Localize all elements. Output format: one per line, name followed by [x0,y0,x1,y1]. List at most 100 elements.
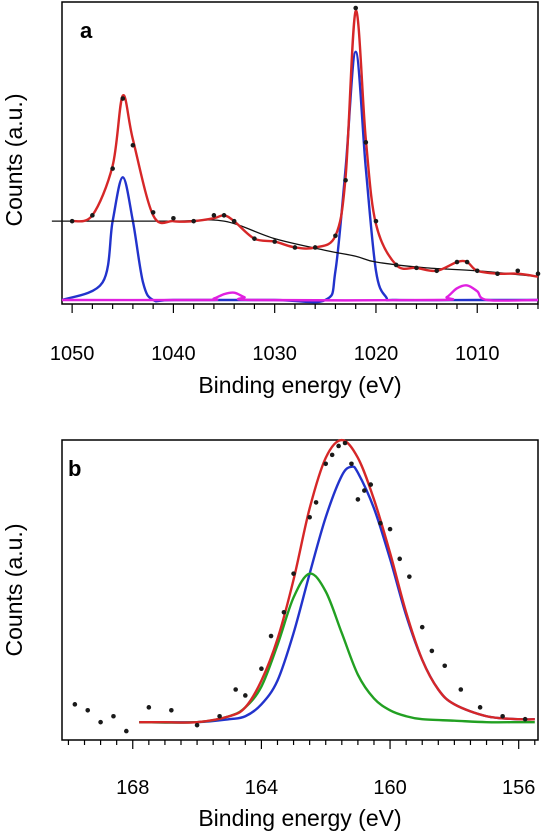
data-point [342,440,348,446]
series-line [61,50,538,304]
y-axis-label-a: Counts (a.u.) [1,94,27,227]
data-point [124,728,129,734]
data-point [458,687,464,692]
series-line [139,438,535,724]
x-tick-label: 1020 [354,343,399,365]
data-point [495,271,500,277]
series-group-b [72,438,535,734]
series-line [139,572,535,724]
data-point [387,526,393,532]
data-point [535,271,541,277]
x-tick-label: 160 [373,777,406,799]
x-axis-label-a: Binding energy (eV) [198,372,401,398]
x-tick-label: 1050 [50,343,95,365]
data-point [281,609,287,615]
series-a-3-component-peak [61,50,538,304]
data-point [464,259,470,265]
series-b-3-component-peak [139,572,535,724]
x-tick-label: 1010 [455,343,500,365]
data-point [221,213,227,218]
data-point [130,142,136,148]
data-point [252,236,257,241]
data-point [368,482,374,487]
data-point [373,218,379,224]
data-point [522,716,528,722]
data-point [307,514,312,520]
panel-label-a: a [80,18,93,43]
data-point [243,693,248,698]
plot-frame-b [61,439,539,741]
x-tick-label: 168 [116,777,149,799]
series-a-1-envelope-fit [71,9,539,278]
data-point [146,705,152,710]
x-axis-label-b: Binding energy (eV) [198,805,401,831]
data-point [474,268,480,274]
x-tick-label: 1030 [252,343,297,365]
x-tick-label: 1040 [151,343,196,365]
data-point [477,705,483,710]
series-b-2-component-peak [139,465,535,724]
data-point [515,268,521,274]
data-point [434,268,440,274]
data-point [419,624,425,630]
data-point [313,500,319,505]
y-axis-label-b: Counts (a.u.) [1,524,27,657]
x-tick-label: 156 [502,777,535,799]
x-ticks-a: 1050 1040 1030 1020 1010 [50,304,539,365]
data-point [291,571,296,576]
data-point [353,5,359,11]
data-point [336,443,341,449]
x-ticks-b: 168 164 160 156 [67,740,535,799]
series-line [71,9,539,278]
series-a-0-measured-data [69,5,541,277]
panel-label-b: b [68,456,81,481]
data-point [211,213,217,218]
x-tick-label: 164 [245,777,278,799]
data-point [333,233,338,239]
data-point [169,708,174,713]
data-point [429,648,435,654]
data-point [407,574,412,579]
data-point [231,218,237,224]
series-a-4-satellite-component [61,284,539,302]
data-point [171,215,176,221]
data-point [272,239,277,244]
data-point [323,461,329,467]
data-point [110,166,115,171]
data-point [72,702,78,707]
series-line [139,465,535,724]
data-point [343,177,348,183]
data-point [150,210,156,215]
series-group-a [51,5,541,304]
data-point [378,520,383,526]
data-point [120,96,126,101]
data-point [355,497,361,502]
data-point [98,719,103,725]
data-point [191,218,196,224]
plot-frame-a [61,1,539,305]
data-point [111,713,116,719]
xps-chart-a: 1050 1040 1030 1020 1010 a Binding energy (e… [1,1,541,398]
data-point [268,633,274,639]
data-point [362,488,367,493]
series-b-1-envelope-fit [139,438,535,724]
data-point [442,663,448,669]
data-point [329,452,335,458]
data-point [233,687,238,692]
data-point [90,213,95,218]
data-point [500,713,505,719]
data-point [454,259,460,265]
data-point [85,708,91,713]
series-line [61,284,539,302]
data-point [363,140,369,145]
data-point [292,245,298,250]
data-point [259,666,264,672]
data-point [393,262,399,268]
data-point [69,218,75,224]
data-point [194,722,200,728]
data-point [312,245,318,250]
series-b-0-measured-data [72,440,528,734]
data-point [217,713,222,719]
data-point [397,556,403,562]
data-point [349,461,354,467]
